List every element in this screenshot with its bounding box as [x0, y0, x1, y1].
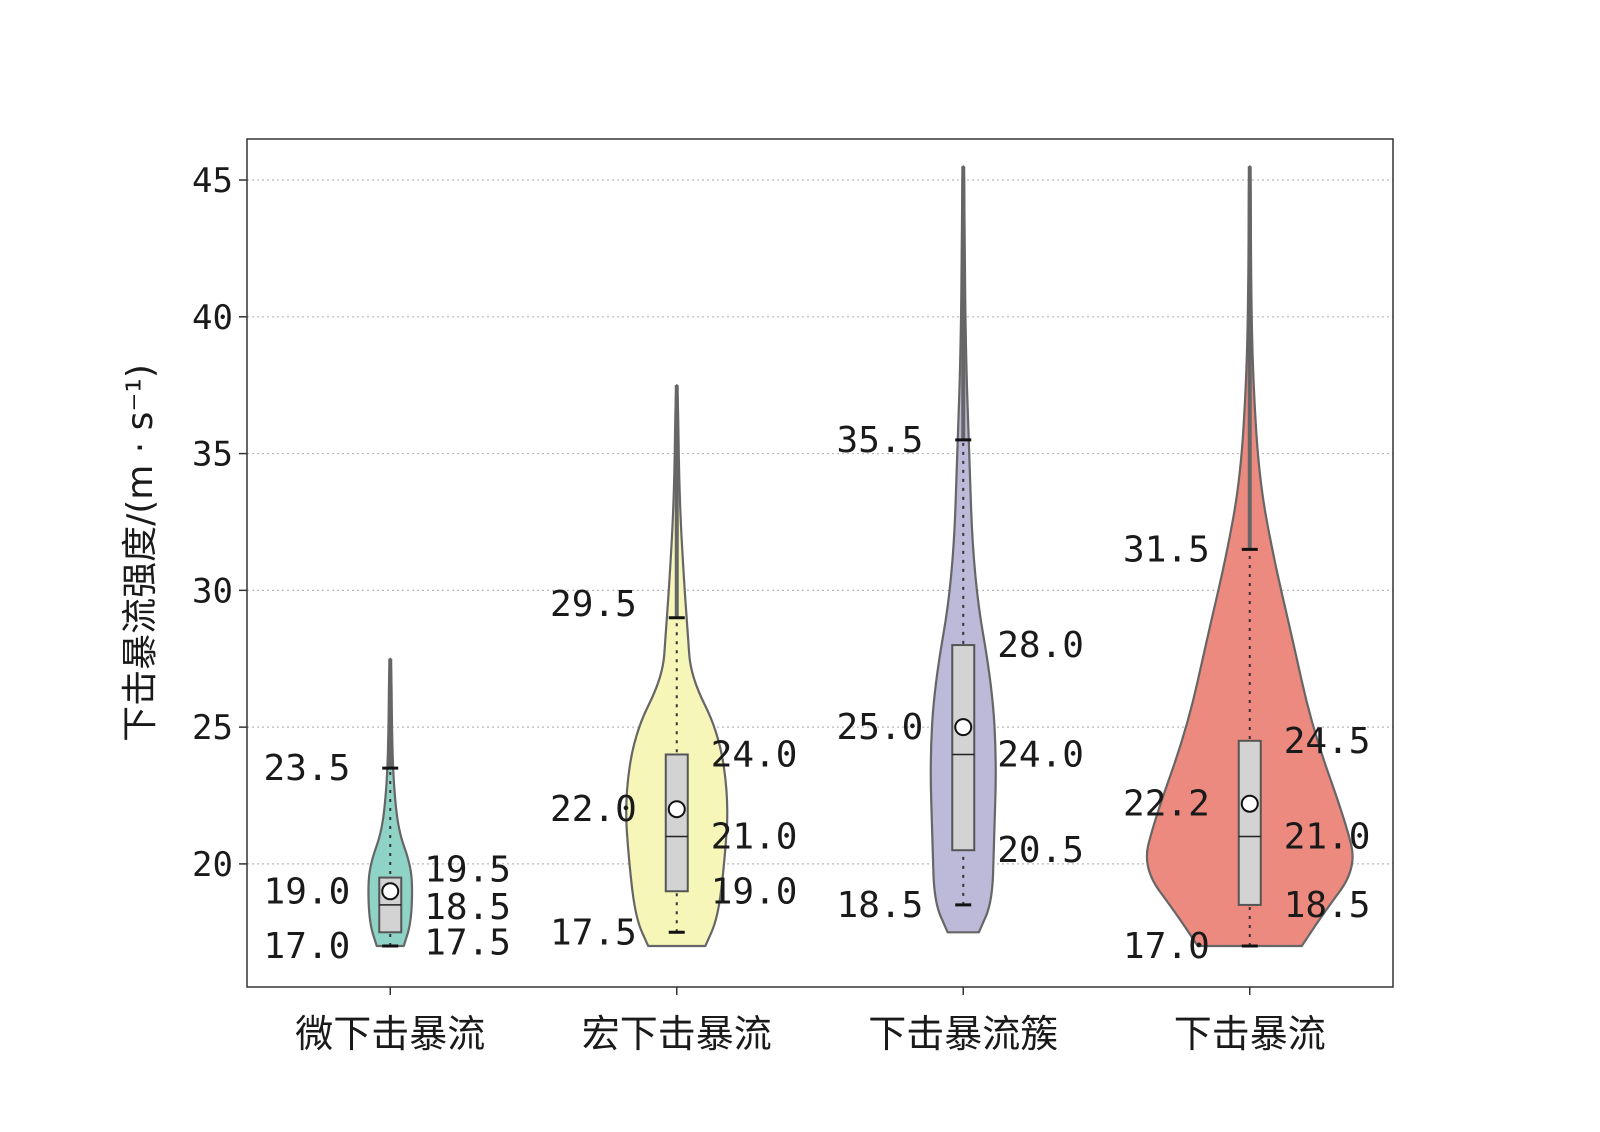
mean-marker: [667, 800, 686, 819]
annotation-right: 21.0: [711, 817, 798, 858]
annotation-left: 18.5: [837, 885, 924, 926]
annotation-left: 22.0: [550, 789, 637, 830]
boxplots: [378, 166, 1262, 948]
annotations: 23.519.017.019.518.517.529.522.017.524.0…: [264, 420, 1371, 967]
annotation-right: 18.5: [424, 887, 511, 928]
annotation-left: 17.0: [1123, 926, 1210, 967]
axes: 20 25 30 35 40 45 微下击暴流 宏下击暴流 下击暴流簇 下击暴流: [192, 161, 1326, 1056]
annotation-right: 18.5: [1284, 885, 1371, 926]
annotation-right: 28.0: [997, 625, 1084, 666]
annotation-right: 24.0: [711, 734, 798, 775]
mean-marker: [381, 882, 400, 901]
x-tick-label: 微下击暴流: [295, 1012, 485, 1056]
y-tick-label: 35: [192, 435, 233, 475]
annotation-right: 24.5: [1284, 721, 1371, 762]
plot-frame: [246, 138, 1394, 988]
y-tick-label: 45: [192, 161, 233, 201]
annotation-right: 17.5: [424, 922, 511, 963]
annotation-left: 23.5: [264, 748, 351, 789]
y-tick-label: 25: [192, 708, 233, 748]
annotation-right: 20.5: [997, 830, 1084, 871]
annotation-left: 19.0: [264, 871, 351, 912]
y-tick-label: 20: [192, 845, 233, 885]
annotation-left: 17.0: [264, 926, 351, 967]
box: [664, 753, 689, 893]
annotation-right: 19.0: [711, 871, 798, 912]
annotation-left: 35.5: [837, 420, 924, 461]
y-tick-label: 40: [192, 298, 233, 338]
annotation-left: 29.5: [550, 584, 637, 625]
annotation-left: 25.0: [837, 707, 924, 748]
x-tick-label: 下击暴流: [1174, 1012, 1326, 1056]
annotation-right: 19.5: [424, 850, 511, 891]
x-tick-label: 下击暴流簇: [868, 1012, 1058, 1056]
annotation-right: 21.0: [1284, 817, 1371, 858]
x-tick-label: 宏下击暴流: [582, 1012, 772, 1056]
mean-marker: [954, 718, 973, 737]
box: [1237, 739, 1262, 906]
y-axis-label: 下击暴流强度/(m · s⁻¹): [120, 364, 161, 742]
annotation-left: 17.5: [550, 912, 637, 953]
box: [951, 644, 976, 852]
annotation-right: 24.0: [997, 734, 1084, 775]
y-tick-label: 30: [192, 571, 233, 611]
annotation-left: 22.2: [1123, 784, 1210, 825]
annotation-left: 31.5: [1123, 529, 1210, 570]
mean-marker: [1240, 794, 1259, 813]
